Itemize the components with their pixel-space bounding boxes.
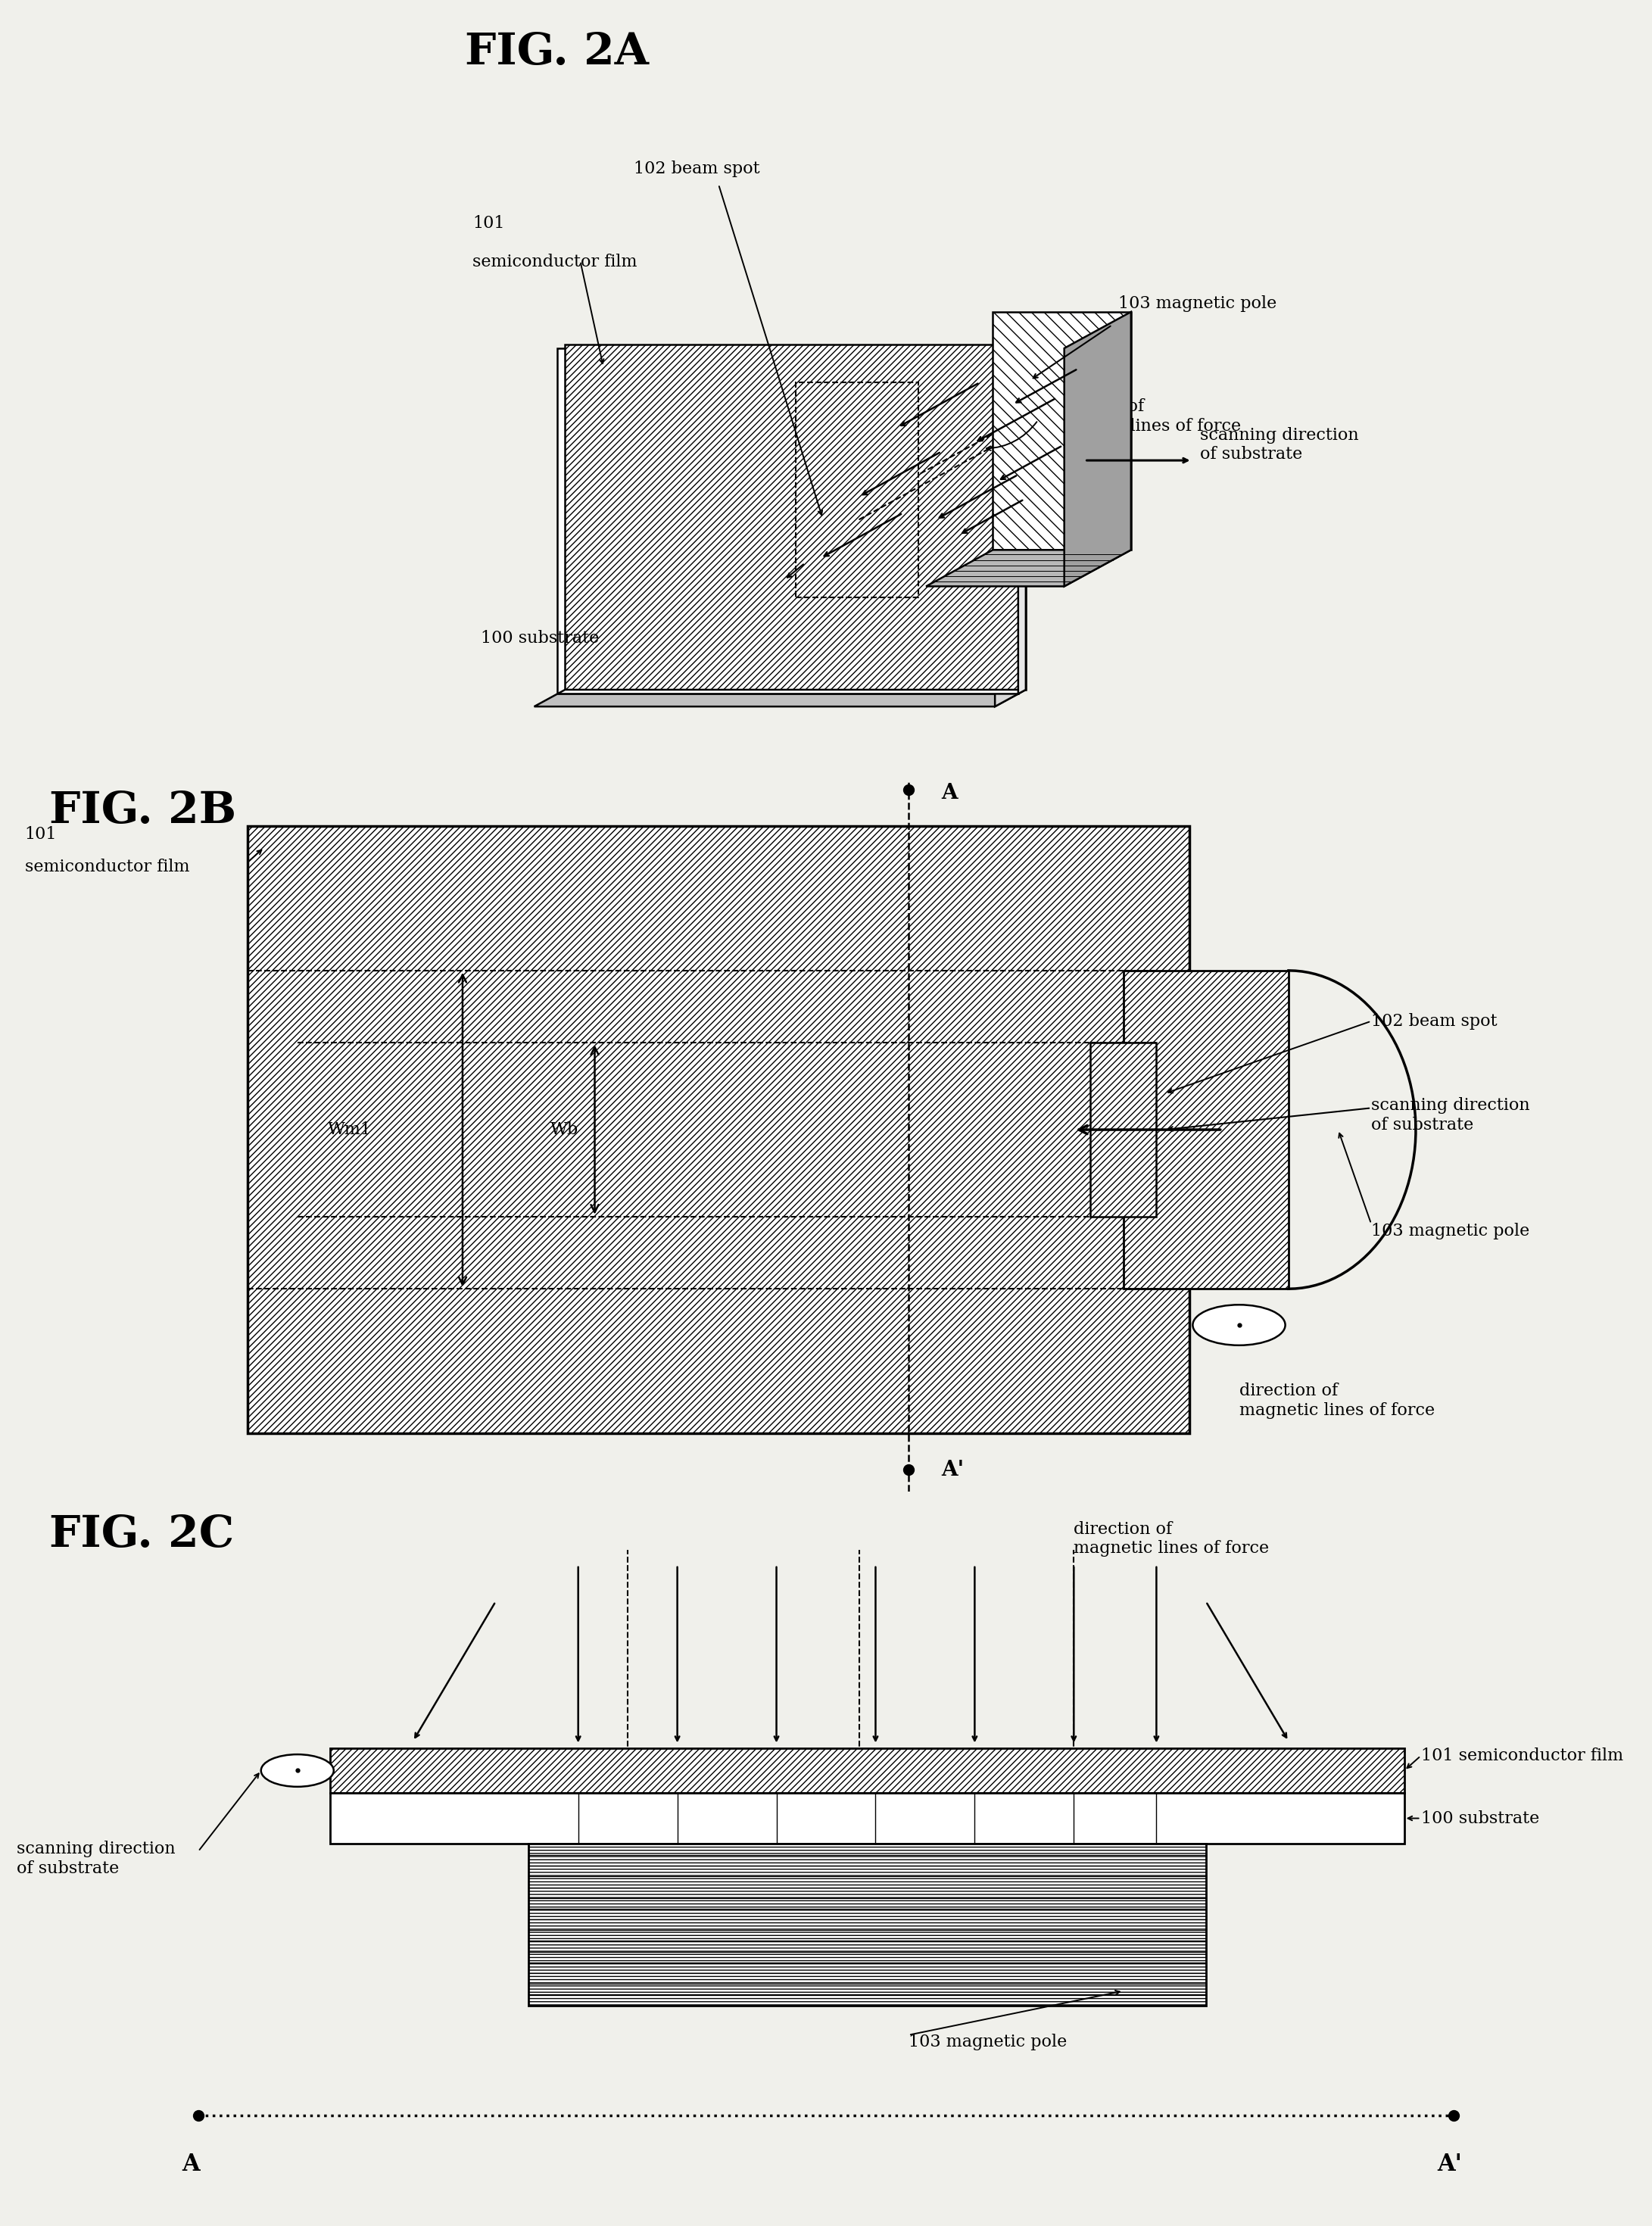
Text: FIG. 2B: FIG. 2B: [50, 790, 236, 833]
Text: A': A': [942, 1460, 965, 1480]
Polygon shape: [557, 347, 1018, 695]
Polygon shape: [993, 312, 1132, 550]
Text: A: A: [182, 2153, 200, 2177]
Bar: [1090, 1042, 1156, 1215]
Text: scanning direction
of substrate: scanning direction of substrate: [17, 1841, 175, 1877]
Bar: [330, 1750, 1404, 1792]
Text: semiconductor film: semiconductor film: [472, 254, 638, 269]
Text: FIG. 2C: FIG. 2C: [50, 1514, 235, 1556]
Text: 101 semiconductor film: 101 semiconductor film: [1421, 1747, 1622, 1765]
Circle shape: [261, 1754, 334, 1787]
Circle shape: [1193, 1304, 1285, 1345]
Bar: [330, 1792, 1404, 1843]
Text: FIG. 2A: FIG. 2A: [466, 31, 649, 73]
Polygon shape: [557, 690, 1026, 695]
Polygon shape: [565, 345, 1026, 690]
Polygon shape: [927, 550, 1132, 585]
Text: A': A': [1437, 2153, 1462, 2177]
Text: A: A: [942, 784, 958, 804]
Text: 102 beam spot: 102 beam spot: [634, 160, 760, 178]
Polygon shape: [1064, 312, 1132, 585]
Text: direction of
magnetic lines of force: direction of magnetic lines of force: [1046, 398, 1241, 434]
Text: 102 beam spot: 102 beam spot: [1371, 1013, 1497, 1028]
Text: direction of
magnetic lines of force: direction of magnetic lines of force: [1239, 1382, 1434, 1418]
Text: Wm1: Wm1: [327, 1122, 372, 1137]
Text: 103 magnetic pole: 103 magnetic pole: [909, 2035, 1067, 2050]
Text: direction of
magnetic lines of force: direction of magnetic lines of force: [1074, 1520, 1269, 1556]
Bar: [1123, 971, 1289, 1289]
Text: 103 magnetic pole: 103 magnetic pole: [1118, 296, 1277, 312]
Polygon shape: [995, 347, 1018, 706]
Polygon shape: [534, 695, 1018, 706]
Text: 103 magnetic pole: 103 magnetic pole: [1371, 1222, 1530, 1240]
Text: Wb: Wb: [550, 1122, 578, 1137]
Polygon shape: [1018, 345, 1026, 695]
Text: 100 substrate: 100 substrate: [1421, 1810, 1540, 1828]
Text: 101: 101: [472, 216, 506, 232]
Bar: [529, 1843, 1206, 2006]
Text: 101: 101: [25, 826, 56, 841]
Text: scanning direction
of substrate: scanning direction of substrate: [1199, 427, 1358, 463]
Bar: [248, 826, 1189, 1434]
Text: 100 substrate: 100 substrate: [481, 630, 598, 646]
Text: scanning direction
of substrate: scanning direction of substrate: [1371, 1097, 1530, 1133]
Text: semiconductor film: semiconductor film: [25, 859, 190, 875]
